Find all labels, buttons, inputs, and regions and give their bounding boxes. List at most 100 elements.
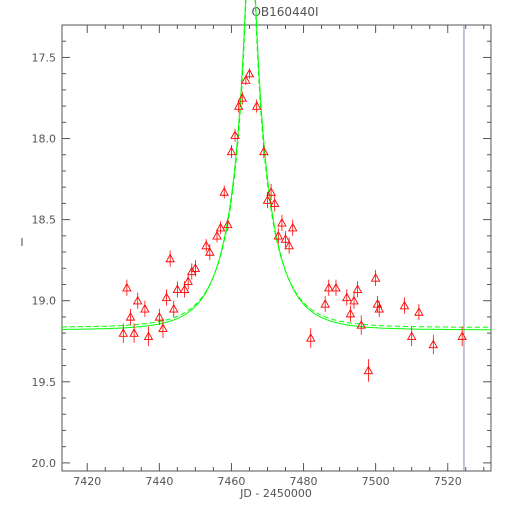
model-curve-dashed: [62, 0, 491, 328]
point-marker: [259, 146, 269, 156]
data-point: [158, 318, 168, 339]
data-point: [457, 326, 467, 347]
data-point: [223, 217, 233, 231]
data-point: [399, 297, 410, 314]
point-marker: [331, 282, 341, 292]
chart-title: OB160440I: [251, 5, 318, 19]
x-tick-label: 7440: [145, 475, 173, 488]
point-marker: [241, 75, 251, 84]
point-marker: [161, 292, 172, 302]
data-point: [280, 230, 291, 248]
x-tick-labels: 7420 7440 7460 7480 7500 7520: [73, 475, 462, 488]
data-point: [277, 214, 287, 231]
point-marker: [190, 263, 201, 272]
point-marker: [414, 307, 424, 316]
point-marker: [320, 299, 330, 308]
data-point: [370, 269, 381, 287]
data-point: [259, 145, 269, 158]
data-point: [251, 99, 262, 113]
point-marker: [287, 222, 298, 232]
point-marker: [226, 146, 237, 156]
data-point: [125, 308, 136, 326]
data-point: [132, 292, 143, 309]
point-marker: [399, 300, 410, 310]
data-point: [428, 334, 439, 355]
point-marker: [251, 101, 262, 110]
data-point: [266, 183, 276, 201]
point-marker: [266, 187, 276, 196]
data-point: [331, 279, 341, 296]
data-point: [284, 237, 294, 254]
data-point: [122, 279, 132, 296]
data-point: [118, 323, 129, 343]
point-marker: [277, 217, 287, 227]
point-marker: [363, 365, 374, 375]
data-point: [349, 292, 359, 309]
y-tick-label: 19.0: [32, 295, 57, 308]
data-point: [219, 185, 229, 199]
point-marker: [406, 331, 417, 341]
data-point: [374, 300, 385, 317]
point-marker: [129, 328, 139, 337]
data-point: [190, 260, 201, 277]
data-point: [269, 195, 280, 212]
data-point: [372, 295, 383, 313]
point-marker: [201, 240, 211, 250]
point-marker: [118, 328, 129, 337]
point-marker: [143, 331, 154, 341]
data-point: [324, 279, 334, 296]
data-point: [168, 300, 179, 317]
data-point: [201, 239, 211, 253]
point-marker: [165, 253, 175, 263]
point-marker: [273, 230, 284, 240]
x-tick-label: 7500: [362, 475, 390, 488]
point-marker: [212, 230, 222, 240]
point-marker: [324, 282, 334, 292]
point-marker: [125, 312, 136, 321]
data-point: [215, 221, 226, 235]
point-marker: [428, 339, 439, 349]
data-point: [237, 91, 248, 105]
point-marker: [183, 276, 193, 285]
point-marker: [349, 295, 359, 305]
point-marker: [158, 323, 168, 332]
data-point: [230, 128, 240, 142]
point-marker: [132, 295, 143, 305]
y-tick-label: 18.5: [32, 214, 57, 227]
point-marker: [370, 273, 381, 282]
x-tick-label: 7460: [217, 475, 245, 488]
point-marker: [140, 303, 150, 313]
point-marker: [205, 247, 215, 256]
data-point: [183, 273, 193, 290]
point-marker: [356, 320, 366, 329]
data-point: [129, 323, 139, 343]
point-marker: [342, 292, 352, 302]
data-point: [273, 227, 284, 244]
point-marker: [262, 195, 273, 204]
y-tick-label: 19.5: [32, 376, 57, 389]
model-curve-solid: [62, 0, 491, 331]
point-marker: [237, 93, 248, 102]
y-tick-label: 17.5: [32, 51, 57, 64]
data-point: [356, 315, 366, 335]
data-points: [118, 68, 467, 382]
data-point: [161, 289, 172, 306]
data-point: [205, 243, 215, 261]
data-point: [352, 281, 363, 298]
point-marker: [154, 312, 165, 321]
axis-ticks: [62, 25, 491, 471]
y-tick-label: 18.0: [32, 133, 57, 146]
point-marker: [122, 282, 132, 292]
point-marker: [352, 284, 363, 294]
y-tick-labels: 17.5 18.0 18.5 19.0 19.5 20.0: [32, 51, 57, 469]
x-tick-label: 7520: [434, 475, 462, 488]
data-point: [140, 300, 150, 317]
data-point: [305, 328, 316, 348]
point-marker: [215, 222, 226, 232]
x-tick-label: 7420: [73, 475, 101, 488]
y-tick-label: 20.0: [32, 457, 57, 470]
data-point: [212, 229, 222, 243]
point-marker: [345, 308, 356, 318]
data-point: [143, 326, 154, 347]
